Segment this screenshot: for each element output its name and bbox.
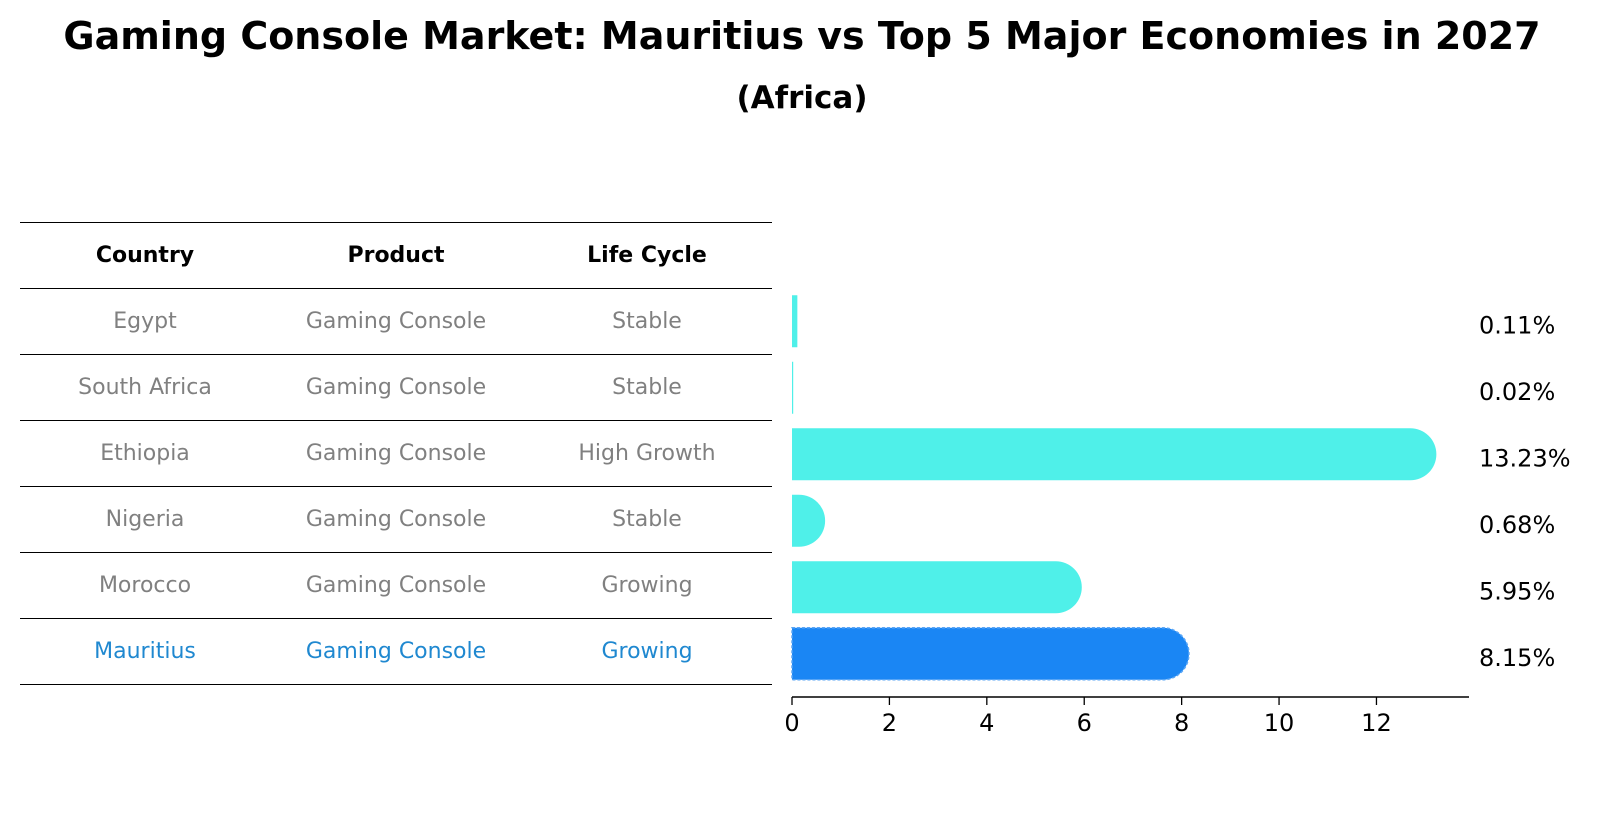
life-cycle-cell: Growing <box>601 573 693 598</box>
country-cell: Nigeria <box>105 507 185 532</box>
data-table: Country Product Life Cycle Egypt Gaming … <box>20 222 772 685</box>
x-tick-label: 10 <box>1264 709 1295 737</box>
chart-subtitle: (Africa) <box>736 80 868 116</box>
table-row: South Africa Gaming Console Stable <box>20 355 772 421</box>
column-header-product: Product <box>347 243 445 268</box>
bar-value-label: 5.95% <box>1479 577 1555 605</box>
country-cell: Egypt <box>113 309 177 334</box>
life-cycle-cell: Growing <box>601 639 693 664</box>
x-tick-label: 8 <box>1174 709 1189 737</box>
bar-mauritius <box>791 627 1190 681</box>
column-header-country: Country <box>95 243 195 268</box>
x-tick-label: 0 <box>784 709 799 737</box>
life-cycle-cell: Stable <box>612 309 682 334</box>
bar-value-label: 0.68% <box>1479 511 1555 539</box>
x-tick-label: 6 <box>1077 709 1092 737</box>
bar-egypt <box>792 295 798 348</box>
x-tick-label: 4 <box>979 709 994 737</box>
product-cell: Gaming Console <box>305 375 487 400</box>
product-cell: Gaming Console <box>305 441 487 466</box>
column-header-life-cycle: Life Cycle <box>587 243 707 268</box>
table-header-row: Country Product Life Cycle <box>20 222 772 289</box>
chart-title: Gaming Console Market: Mauritius vs Top … <box>63 14 1541 58</box>
table-row: Nigeria Gaming Console Stable <box>20 487 772 553</box>
table-row-highlighted: Mauritius Gaming Console Growing <box>20 619 772 685</box>
product-cell: Gaming Console <box>305 639 487 664</box>
life-cycle-cell: High Growth <box>578 441 716 466</box>
table-row: Morocco Gaming Console Growing <box>20 553 772 619</box>
bar-value-label: 0.02% <box>1479 378 1555 406</box>
bar-morocco <box>792 561 1082 614</box>
product-cell: Gaming Console <box>305 507 487 532</box>
x-tick-label: 2 <box>882 709 897 737</box>
life-cycle-cell: Stable <box>612 507 682 532</box>
bar-value-label: 0.11% <box>1479 311 1555 339</box>
product-cell: Gaming Console <box>305 573 487 598</box>
product-cell: Gaming Console <box>305 309 487 334</box>
country-cell: Mauritius <box>94 639 196 664</box>
country-cell: South Africa <box>78 375 212 400</box>
life-cycle-cell: Stable <box>612 375 682 400</box>
table-row: Egypt Gaming Console Stable <box>20 289 772 355</box>
bar-value-label: 13.23% <box>1479 444 1571 472</box>
country-cell: Ethiopia <box>100 441 190 466</box>
bar-value-label: 8.15% <box>1479 644 1555 672</box>
x-tick-label: 12 <box>1361 709 1392 737</box>
bar-ethiopia <box>792 428 1437 481</box>
bar-nigeria <box>792 494 826 547</box>
bar-south-africa <box>792 361 794 414</box>
table-row: Ethiopia Gaming Console High Growth <box>20 421 772 487</box>
country-cell: Morocco <box>98 573 192 598</box>
